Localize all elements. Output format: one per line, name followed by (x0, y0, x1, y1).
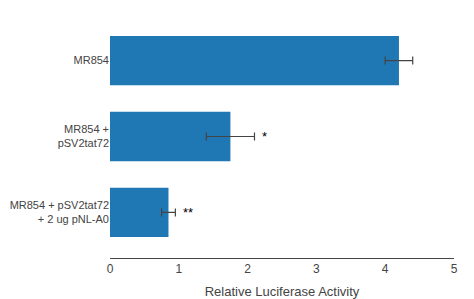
svg-text:1: 1 (175, 262, 182, 276)
svg-text:**: ** (183, 205, 193, 220)
svg-text:5: 5 (451, 262, 458, 276)
svg-text:*: * (262, 129, 267, 144)
svg-text:3: 3 (313, 262, 320, 276)
svg-text:2: 2 (244, 262, 251, 276)
svg-text:Relative Luciferase Activity: Relative Luciferase Activity (205, 284, 360, 299)
svg-text:4: 4 (382, 262, 389, 276)
svg-text:MR854 + pSV2tat72+ 2 ug pNL-A0: MR854 + pSV2tat72+ 2 ug pNL-A0 (10, 199, 109, 225)
svg-text:MR854: MR854 (74, 54, 109, 66)
svg-text:MR854 +pSV2tat72: MR854 +pSV2tat72 (58, 123, 109, 149)
svg-text:0: 0 (107, 262, 114, 276)
